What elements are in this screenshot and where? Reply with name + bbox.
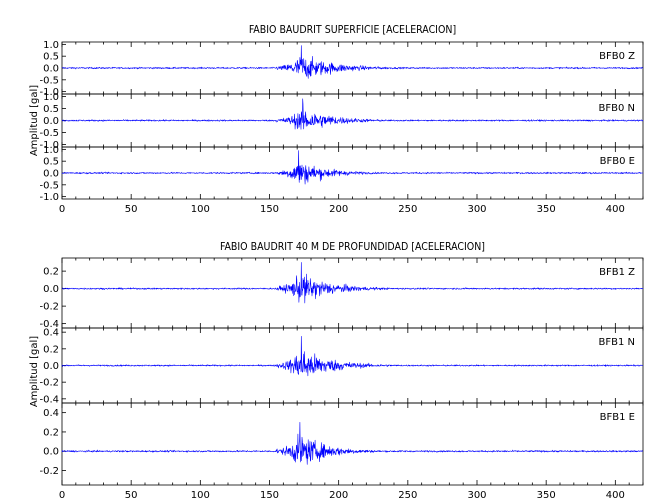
chart-title: FABIO BAUDRIT 40 M DE PROFUNDIDAD [ACELE… <box>220 241 485 253</box>
y-tick-label: 0.2 <box>43 427 59 438</box>
y-tick-label: -0.5 <box>39 180 59 191</box>
y-tick-label: 1.0 <box>43 145 59 156</box>
y-tick-label: 0.5 <box>43 157 59 168</box>
x-tick-label: 200 <box>329 490 348 500</box>
y-tick-label: 0.0 <box>43 361 59 372</box>
axes <box>61 41 644 200</box>
y-tick-label: 0.0 <box>43 447 59 458</box>
x-tick-label: 400 <box>606 490 625 500</box>
channel-label: BFB1 E <box>600 412 635 423</box>
waveform-trace <box>61 262 644 304</box>
y-tick-label: -1.0 <box>39 87 59 98</box>
y-tick-label: 0.0 <box>43 116 59 127</box>
x-tick-label: 150 <box>260 204 279 215</box>
waveform-trace <box>61 150 644 185</box>
channel-label: BFB0 Z <box>599 51 635 62</box>
x-tick-label: 200 <box>329 204 348 215</box>
panel-frame <box>61 402 644 486</box>
y-tick-label: -0.4 <box>39 319 59 330</box>
y-axis-label: Amplitud [gal] <box>29 85 40 156</box>
x-tick-label: 350 <box>537 204 556 215</box>
trace-panel: -0.4 -0.2 0.0 0.2 0.4 BFB1 N <box>39 328 644 405</box>
x-tick-label: 100 <box>191 490 210 500</box>
channel-label: BFB0 N <box>599 103 636 114</box>
trace-panel: -1.0-0.50.00.51.0 BFB0 Z <box>39 40 644 98</box>
chart-1: FABIO BAUDRIT SUPERFICIE [ACELERACION] -1… <box>29 24 644 215</box>
x-tick-label: 250 <box>398 490 417 500</box>
waveform-trace <box>61 335 644 377</box>
x-tick-label: 350 <box>537 490 556 500</box>
y-tick-label: 0.4 <box>43 328 59 339</box>
x-tick-label: 100 <box>191 204 210 215</box>
y-tick-label: 0.0 <box>43 169 59 180</box>
y-axis-label: Amplitud [gal] <box>29 336 40 407</box>
y-tick-label: -0.4 <box>39 394 59 405</box>
channel-label: BFB1 N <box>599 337 636 348</box>
y-tick-label: 0.2 <box>43 267 59 278</box>
x-tick-label: 50 <box>125 204 138 215</box>
y-tick-label: -1.0 <box>39 140 59 151</box>
y-tick-label: 1.0 <box>43 92 59 103</box>
trace-panel: -0.4 -0.2 0.0 0.2 BFB1 Z <box>39 262 644 330</box>
trace-panel: -1.0-0.50.00.51.0 BFB0 N <box>39 92 644 151</box>
y-tick-label: 1.0 <box>43 40 59 51</box>
chart-2: FABIO BAUDRIT 40 M DE PROFUNDIDAD [ACELE… <box>29 241 644 500</box>
x-tick-label: 0 <box>59 490 65 500</box>
y-tick-label: -0.5 <box>39 75 59 86</box>
x-tick-label: 250 <box>398 204 417 215</box>
panel-frame <box>61 257 644 329</box>
x-tick-label: 300 <box>467 204 486 215</box>
y-tick-label: -0.2 <box>39 378 59 389</box>
y-tick-label: -0.5 <box>39 128 59 139</box>
waveform-trace <box>61 98 644 130</box>
channel-label: BFB1 Z <box>599 267 635 278</box>
chart-title: FABIO BAUDRIT SUPERFICIE [ACELERACION] <box>249 24 456 36</box>
waveform-trace <box>61 421 644 465</box>
y-tick-label: -0.2 <box>39 302 59 313</box>
x-tick-label: 150 <box>260 490 279 500</box>
y-tick-label: 0.2 <box>43 344 59 355</box>
y-tick-label: 0.5 <box>43 52 59 63</box>
y-tick-label: -0.2 <box>39 466 59 477</box>
y-tick-label: 0.0 <box>43 64 59 75</box>
waveform-trace <box>61 45 644 79</box>
trace-panel: -0.2 0.0 0.2 0.4 BFB1 E <box>39 408 644 477</box>
y-tick-label: 0.0 <box>43 284 59 295</box>
x-tick-label: 400 <box>606 204 625 215</box>
y-tick-label: -1.0 <box>39 192 59 203</box>
y-tick-label: 0.4 <box>43 408 59 419</box>
x-tick-label: 50 <box>125 490 138 500</box>
x-tick-label: 0 <box>59 204 65 215</box>
trace-panel: -1.0-0.50.00.51.0 BFB0 E <box>39 145 644 203</box>
channel-label: BFB0 E <box>600 156 635 167</box>
x-tick-label: 300 <box>467 490 486 500</box>
y-tick-label: 0.5 <box>43 104 59 115</box>
